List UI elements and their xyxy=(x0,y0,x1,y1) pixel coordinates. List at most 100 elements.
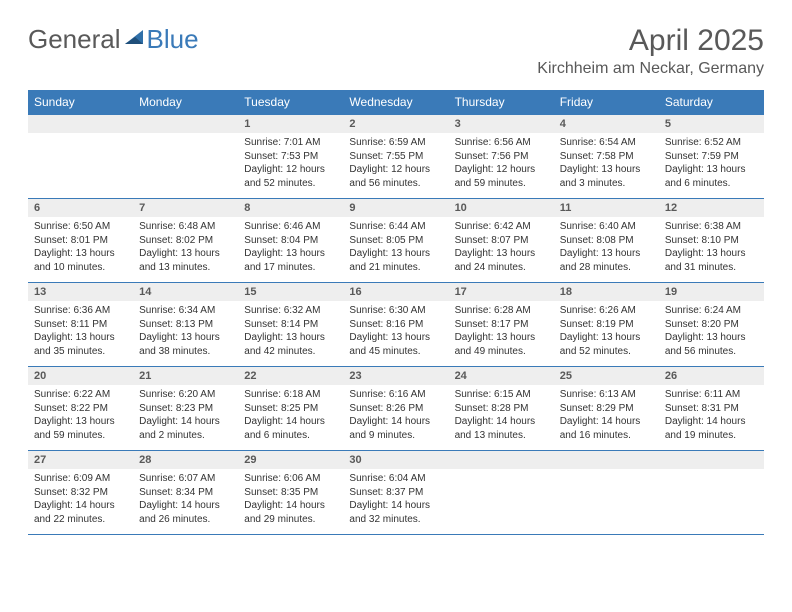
day-daylight: Daylight: 13 hours and 38 minutes. xyxy=(139,331,232,358)
day-body-empty xyxy=(554,469,659,525)
day-sunrise: Sunrise: 6:36 AM xyxy=(34,304,127,318)
day-number: 9 xyxy=(343,199,448,217)
day-sunset: Sunset: 8:13 PM xyxy=(139,318,232,332)
day-number: 6 xyxy=(28,199,133,217)
day-sunrise: Sunrise: 6:15 AM xyxy=(455,388,548,402)
day-body: Sunrise: 7:01 AMSunset: 7:53 PMDaylight:… xyxy=(238,133,343,198)
day-body: Sunrise: 6:59 AMSunset: 7:55 PMDaylight:… xyxy=(343,133,448,198)
day-sunset: Sunset: 8:25 PM xyxy=(244,402,337,416)
day-sunrise: Sunrise: 6:18 AM xyxy=(244,388,337,402)
day-body: Sunrise: 6:34 AMSunset: 8:13 PMDaylight:… xyxy=(133,301,238,366)
day-daylight: Daylight: 12 hours and 52 minutes. xyxy=(244,163,337,190)
day-sunset: Sunset: 8:10 PM xyxy=(665,234,758,248)
calendar-header-row: SundayMondayTuesdayWednesdayThursdayFrid… xyxy=(28,90,764,115)
calendar-day-cell: 19Sunrise: 6:24 AMSunset: 8:20 PMDayligh… xyxy=(659,283,764,367)
day-body: Sunrise: 6:30 AMSunset: 8:16 PMDaylight:… xyxy=(343,301,448,366)
day-daylight: Daylight: 13 hours and 42 minutes. xyxy=(244,331,337,358)
calendar-day-cell: 27Sunrise: 6:09 AMSunset: 8:32 PMDayligh… xyxy=(28,451,133,535)
day-daylight: Daylight: 14 hours and 13 minutes. xyxy=(455,415,548,442)
day-sunrise: Sunrise: 6:40 AM xyxy=(560,220,653,234)
day-daylight: Daylight: 13 hours and 49 minutes. xyxy=(455,331,548,358)
day-body-empty xyxy=(449,469,554,525)
day-body-empty xyxy=(133,133,238,189)
day-number: 13 xyxy=(28,283,133,301)
day-body: Sunrise: 6:54 AMSunset: 7:58 PMDaylight:… xyxy=(554,133,659,198)
day-sunset: Sunset: 8:02 PM xyxy=(139,234,232,248)
day-daylight: Daylight: 13 hours and 24 minutes. xyxy=(455,247,548,274)
weekday-header: Saturday xyxy=(659,90,764,115)
calendar-day-cell: 5Sunrise: 6:52 AMSunset: 7:59 PMDaylight… xyxy=(659,115,764,199)
day-sunset: Sunset: 8:01 PM xyxy=(34,234,127,248)
calendar-day-cell: 10Sunrise: 6:42 AMSunset: 8:07 PMDayligh… xyxy=(449,199,554,283)
weekday-header: Sunday xyxy=(28,90,133,115)
day-sunset: Sunset: 7:56 PM xyxy=(455,150,548,164)
day-daylight: Daylight: 13 hours and 3 minutes. xyxy=(560,163,653,190)
day-num-empty xyxy=(28,115,133,133)
day-number: 11 xyxy=(554,199,659,217)
calendar-day-cell xyxy=(449,451,554,535)
day-body: Sunrise: 6:32 AMSunset: 8:14 PMDaylight:… xyxy=(238,301,343,366)
day-daylight: Daylight: 14 hours and 16 minutes. xyxy=(560,415,653,442)
day-body: Sunrise: 6:16 AMSunset: 8:26 PMDaylight:… xyxy=(343,385,448,450)
day-daylight: Daylight: 14 hours and 26 minutes. xyxy=(139,499,232,526)
calendar-day-cell: 4Sunrise: 6:54 AMSunset: 7:58 PMDaylight… xyxy=(554,115,659,199)
day-daylight: Daylight: 13 hours and 56 minutes. xyxy=(665,331,758,358)
calendar-week-row: 13Sunrise: 6:36 AMSunset: 8:11 PMDayligh… xyxy=(28,283,764,367)
logo-text-blue: Blue xyxy=(147,24,199,55)
calendar-day-cell: 1Sunrise: 7:01 AMSunset: 7:53 PMDaylight… xyxy=(238,115,343,199)
calendar-day-cell: 8Sunrise: 6:46 AMSunset: 8:04 PMDaylight… xyxy=(238,199,343,283)
day-sunset: Sunset: 8:28 PM xyxy=(455,402,548,416)
day-sunset: Sunset: 7:55 PM xyxy=(349,150,442,164)
day-daylight: Daylight: 13 hours and 10 minutes. xyxy=(34,247,127,274)
calendar-week-row: 27Sunrise: 6:09 AMSunset: 8:32 PMDayligh… xyxy=(28,451,764,535)
logo-text-general: General xyxy=(28,24,121,55)
day-body: Sunrise: 6:28 AMSunset: 8:17 PMDaylight:… xyxy=(449,301,554,366)
day-body: Sunrise: 6:04 AMSunset: 8:37 PMDaylight:… xyxy=(343,469,448,534)
day-sunset: Sunset: 8:32 PM xyxy=(34,486,127,500)
day-sunrise: Sunrise: 6:48 AM xyxy=(139,220,232,234)
calendar-week-row: 1Sunrise: 7:01 AMSunset: 7:53 PMDaylight… xyxy=(28,115,764,199)
day-daylight: Daylight: 14 hours and 29 minutes. xyxy=(244,499,337,526)
calendar-day-cell: 16Sunrise: 6:30 AMSunset: 8:16 PMDayligh… xyxy=(343,283,448,367)
day-body: Sunrise: 6:44 AMSunset: 8:05 PMDaylight:… xyxy=(343,217,448,282)
day-sunrise: Sunrise: 6:50 AM xyxy=(34,220,127,234)
calendar-day-cell: 28Sunrise: 6:07 AMSunset: 8:34 PMDayligh… xyxy=(133,451,238,535)
day-sunrise: Sunrise: 7:01 AM xyxy=(244,136,337,150)
calendar-day-cell: 11Sunrise: 6:40 AMSunset: 8:08 PMDayligh… xyxy=(554,199,659,283)
logo: General Blue xyxy=(28,24,199,55)
day-sunset: Sunset: 8:37 PM xyxy=(349,486,442,500)
day-sunset: Sunset: 8:20 PM xyxy=(665,318,758,332)
calendar-table: SundayMondayTuesdayWednesdayThursdayFrid… xyxy=(28,90,764,535)
calendar-day-cell: 12Sunrise: 6:38 AMSunset: 8:10 PMDayligh… xyxy=(659,199,764,283)
day-sunrise: Sunrise: 6:20 AM xyxy=(139,388,232,402)
day-body: Sunrise: 6:11 AMSunset: 8:31 PMDaylight:… xyxy=(659,385,764,450)
calendar-day-cell: 18Sunrise: 6:26 AMSunset: 8:19 PMDayligh… xyxy=(554,283,659,367)
day-sunrise: Sunrise: 6:06 AM xyxy=(244,472,337,486)
day-daylight: Daylight: 14 hours and 6 minutes. xyxy=(244,415,337,442)
weekday-header: Wednesday xyxy=(343,90,448,115)
day-sunset: Sunset: 8:29 PM xyxy=(560,402,653,416)
day-sunset: Sunset: 8:16 PM xyxy=(349,318,442,332)
day-sunset: Sunset: 7:59 PM xyxy=(665,150,758,164)
day-number: 7 xyxy=(133,199,238,217)
day-number: 14 xyxy=(133,283,238,301)
day-sunrise: Sunrise: 6:16 AM xyxy=(349,388,442,402)
day-number: 1 xyxy=(238,115,343,133)
calendar-day-cell: 15Sunrise: 6:32 AMSunset: 8:14 PMDayligh… xyxy=(238,283,343,367)
day-sunrise: Sunrise: 6:54 AM xyxy=(560,136,653,150)
day-number: 5 xyxy=(659,115,764,133)
day-sunrise: Sunrise: 6:09 AM xyxy=(34,472,127,486)
calendar-day-cell: 30Sunrise: 6:04 AMSunset: 8:37 PMDayligh… xyxy=(343,451,448,535)
day-sunset: Sunset: 8:05 PM xyxy=(349,234,442,248)
day-number: 22 xyxy=(238,367,343,385)
day-sunset: Sunset: 8:23 PM xyxy=(139,402,232,416)
weekday-header: Thursday xyxy=(449,90,554,115)
day-num-empty xyxy=(449,451,554,469)
day-sunrise: Sunrise: 6:30 AM xyxy=(349,304,442,318)
calendar-day-cell: 9Sunrise: 6:44 AMSunset: 8:05 PMDaylight… xyxy=(343,199,448,283)
day-number: 23 xyxy=(343,367,448,385)
day-number: 30 xyxy=(343,451,448,469)
day-sunrise: Sunrise: 6:13 AM xyxy=(560,388,653,402)
day-body: Sunrise: 6:26 AMSunset: 8:19 PMDaylight:… xyxy=(554,301,659,366)
day-sunset: Sunset: 8:04 PM xyxy=(244,234,337,248)
